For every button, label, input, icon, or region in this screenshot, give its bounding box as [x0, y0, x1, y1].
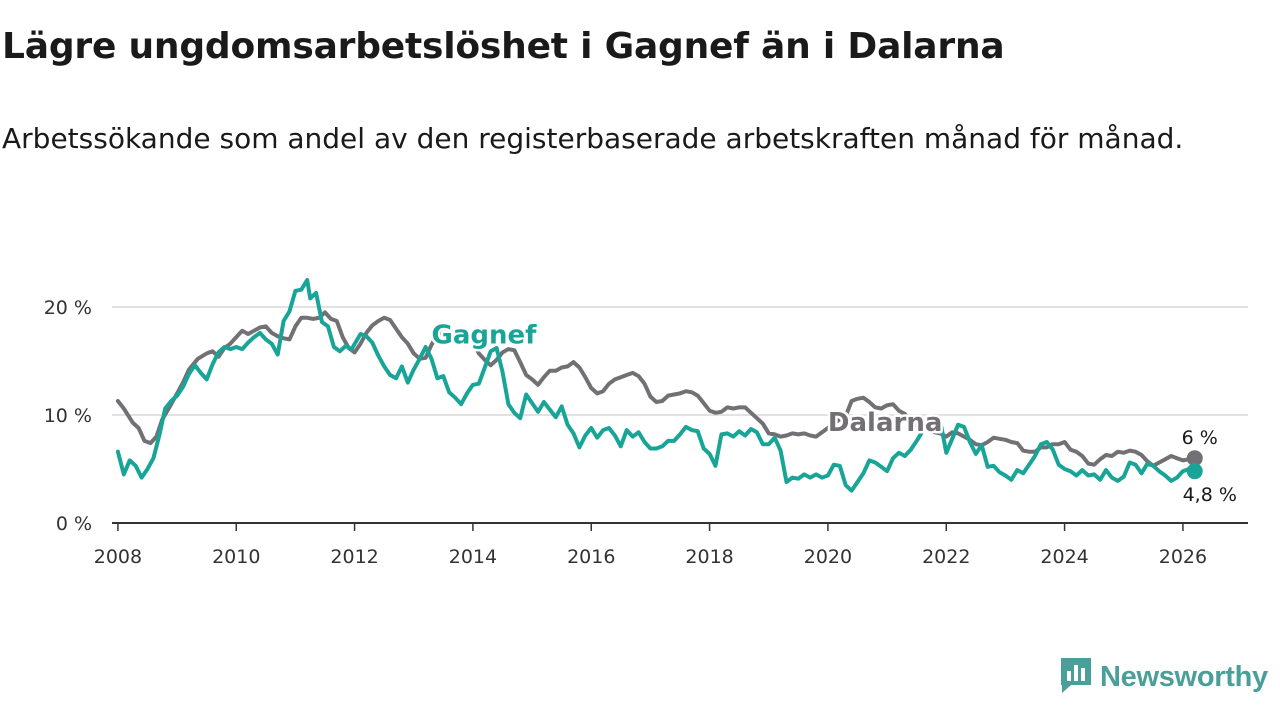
end-label-dalarna: 6 % — [1182, 427, 1218, 449]
grid-lines — [112, 306, 1248, 416]
x-tick-label: 2022 — [922, 546, 970, 568]
newsworthy-brand[interactable]: Newsworthy — [1058, 655, 1268, 699]
chart-title: Lägre ungdomsarbetslöshet i Gagnef än i … — [2, 26, 1005, 67]
series-label-gagnef: Gagnef — [432, 321, 538, 351]
end-point-gagnef — [1186, 463, 1203, 480]
chart-subtitle: Arbetssökande som andel av den registerb… — [2, 122, 1184, 155]
x-tick-label: 2018 — [685, 546, 733, 568]
series-label-dalarna: Dalarna — [828, 408, 942, 438]
series-line-gagnef — [115, 278, 1197, 493]
y-axis: 0 % 10 % 20 % — [44, 297, 92, 535]
x-tick-label: 2020 — [804, 546, 852, 568]
end-label-gagnef: 4,8 % — [1183, 484, 1237, 506]
x-tick-label: 2010 — [212, 546, 260, 568]
end-point-dalarna — [1186, 450, 1203, 467]
y-tick-label: 0 % — [56, 513, 92, 535]
series-labels: Dalarna Gagnef 6 % 4,8 % — [429, 318, 1239, 508]
x-tick-label: 2016 — [567, 546, 615, 568]
y-tick-label: 20 % — [44, 297, 92, 319]
x-tick-label: 2024 — [1040, 546, 1088, 568]
x-tick-label: 2008 — [94, 546, 142, 568]
newsworthy-logo-icon — [1058, 655, 1094, 699]
x-tick-label: 2012 — [330, 546, 378, 568]
x-tick-label: 2026 — [1159, 546, 1207, 568]
series-line-dalarna — [115, 310, 1197, 468]
x-tick-label: 2014 — [449, 546, 497, 568]
brand-name: Newsworthy — [1100, 660, 1268, 693]
series-lines — [115, 278, 1203, 493]
x-axis: 2008 2010 2012 2014 2016 2018 2020 2022 2024 2026 — [94, 522, 1248, 568]
y-tick-label: 10 % — [44, 405, 92, 427]
